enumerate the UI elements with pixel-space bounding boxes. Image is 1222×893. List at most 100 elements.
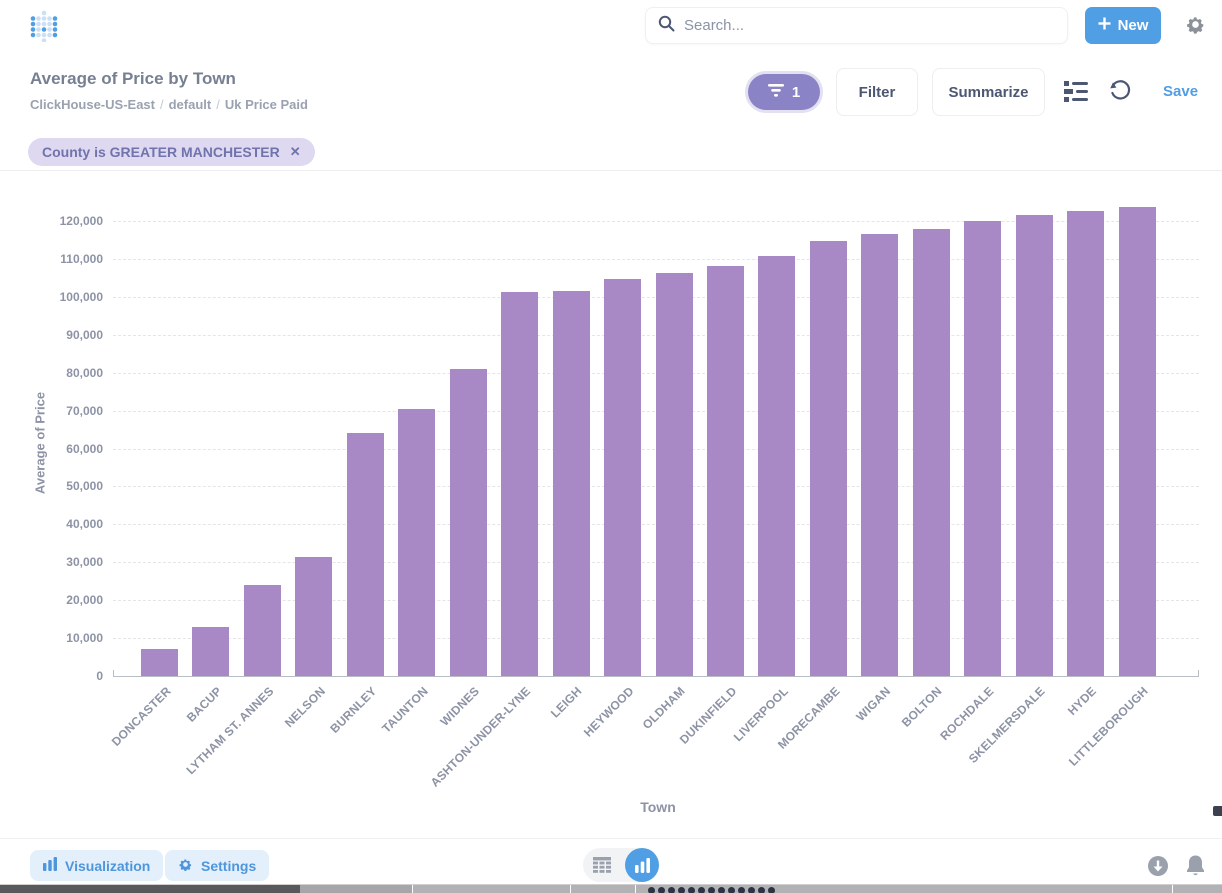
grid-line xyxy=(113,221,1199,222)
search-bar[interactable] xyxy=(645,7,1068,44)
filter-count: 1 xyxy=(791,83,801,101)
y-tick-label: 50,000 xyxy=(66,479,103,494)
x-tick-label[interactable]: ASHTON-UNDER-LYNE xyxy=(427,684,534,790)
search-input[interactable] xyxy=(684,17,1055,34)
bar[interactable] xyxy=(295,556,333,676)
divider xyxy=(412,885,413,893)
new-button[interactable]: New xyxy=(1085,7,1161,44)
y-tick-label: 110,000 xyxy=(60,251,103,266)
filter-count-pill[interactable]: 1 xyxy=(748,74,820,110)
divider xyxy=(635,885,636,893)
chart-view-toggle[interactable] xyxy=(625,848,659,882)
bar[interactable] xyxy=(501,292,539,676)
y-tick-label: 90,000 xyxy=(66,327,103,342)
x-tick-label[interactable]: HEYWOOD xyxy=(580,684,637,740)
x-tick-label[interactable]: HYDE xyxy=(1065,684,1100,719)
clipped-edge-element xyxy=(1213,806,1222,816)
settings-button[interactable]: Settings xyxy=(165,850,270,881)
divider xyxy=(570,885,571,893)
bar[interactable] xyxy=(758,256,796,676)
history-icon[interactable] xyxy=(1109,80,1131,102)
axis-end-tick xyxy=(113,670,114,676)
metabase-logo-icon[interactable] xyxy=(30,10,58,43)
x-tick-label[interactable]: LEIGH xyxy=(548,684,585,721)
save-button[interactable]: Save xyxy=(1163,83,1199,100)
bar[interactable] xyxy=(346,433,384,676)
axis-end-tick xyxy=(1198,670,1199,676)
bar-chart: Average of Price 0 10,000 20,000 30,000 40,0… xyxy=(0,171,1222,838)
table-view-toggle[interactable] xyxy=(583,857,621,873)
filter-chip-label: County is GREATER MANCHESTER xyxy=(42,144,280,160)
funnel-icon xyxy=(767,83,784,101)
partial-bottom-row xyxy=(0,884,1222,893)
y-tick-label: 80,000 xyxy=(66,365,103,380)
breadcrumb-database[interactable]: ClickHouse-US-East xyxy=(30,97,155,112)
gear-icon xyxy=(178,857,193,875)
y-tick-label: 10,000 xyxy=(66,631,103,646)
search-icon xyxy=(658,15,675,37)
bell-icon[interactable] xyxy=(1185,854,1206,877)
y-tick-label: 100,000 xyxy=(59,289,103,304)
x-tick-label[interactable]: WIGAN xyxy=(853,684,894,724)
gear-icon[interactable] xyxy=(1185,14,1206,35)
summarize-button[interactable]: Summarize xyxy=(932,68,1045,116)
bar[interactable] xyxy=(964,221,1002,676)
bar[interactable] xyxy=(141,649,178,676)
breadcrumb-table[interactable]: Uk Price Paid xyxy=(224,97,308,112)
bar[interactable] xyxy=(912,228,950,676)
new-button-label: New xyxy=(1117,17,1149,34)
x-tick-label[interactable]: LYTHAM ST. ANNES xyxy=(183,684,277,778)
y-tick-label: 120,000 xyxy=(59,214,103,228)
y-tick-label: 60,000 xyxy=(66,441,103,456)
y-tick-label: 0 xyxy=(96,669,103,683)
plus-icon xyxy=(1098,17,1111,34)
bar[interactable] xyxy=(604,279,642,676)
breadcrumb-separator: / xyxy=(159,97,164,112)
bar[interactable] xyxy=(449,368,487,676)
bar[interactable] xyxy=(809,241,847,676)
divider xyxy=(1172,885,1173,893)
bar[interactable] xyxy=(1015,214,1053,676)
bar[interactable] xyxy=(552,291,590,676)
y-tick-label: 70,000 xyxy=(66,403,103,418)
bar-chart-icon xyxy=(43,857,57,874)
visualization-label: Visualization xyxy=(65,857,151,874)
breadcrumb-schema[interactable]: default xyxy=(168,97,212,112)
x-axis-title[interactable]: Town xyxy=(640,799,676,815)
filter-chip-close-icon[interactable]: ✕ xyxy=(289,144,301,159)
settings-label: Settings xyxy=(201,857,257,874)
x-tick-label[interactable]: BURNLEY xyxy=(327,684,380,736)
bar[interactable] xyxy=(192,626,230,676)
filter-button[interactable]: Filter xyxy=(836,68,918,116)
y-tick-label: 20,000 xyxy=(66,593,103,608)
x-tick-label[interactable]: BOLTON xyxy=(899,684,946,730)
bar[interactable] xyxy=(1118,207,1156,676)
bar[interactable] xyxy=(655,272,693,676)
bar[interactable] xyxy=(706,265,744,676)
x-tick-label[interactable]: WIDNES xyxy=(437,684,483,729)
page-title: Average of Price by Town xyxy=(30,69,236,88)
bar[interactable] xyxy=(861,233,899,676)
breadcrumb-separator: / xyxy=(216,97,220,112)
bar[interactable] xyxy=(243,585,281,676)
strip-segment xyxy=(300,885,412,893)
scrollbar-thumb[interactable] xyxy=(0,885,300,893)
obscured-text-dots xyxy=(648,887,775,893)
x-tick-label[interactable]: NELSON xyxy=(281,684,328,731)
breadcrumb[interactable]: ClickHouse-US-East / default / Uk Price Paid xyxy=(30,97,308,112)
x-tick-label[interactable]: DONCASTER xyxy=(108,684,174,749)
filter-chip[interactable]: County is GREATER MANCHESTER ✕ xyxy=(28,138,315,166)
visualization-button[interactable]: Visualization xyxy=(30,850,164,881)
view-toggle xyxy=(583,848,659,882)
x-tick-label[interactable]: OLDHAM xyxy=(639,684,688,732)
divider xyxy=(0,170,1222,171)
download-icon[interactable] xyxy=(1147,855,1169,877)
x-tick-label[interactable]: BACUP xyxy=(184,684,225,725)
notebook-icon[interactable] xyxy=(1064,81,1088,102)
bar[interactable] xyxy=(398,408,436,676)
y-tick-label: 30,000 xyxy=(66,555,103,570)
x-tick-label[interactable]: TAUNTON xyxy=(379,684,431,736)
y-tick-label: 40,000 xyxy=(66,517,103,532)
bar[interactable] xyxy=(1067,211,1105,676)
